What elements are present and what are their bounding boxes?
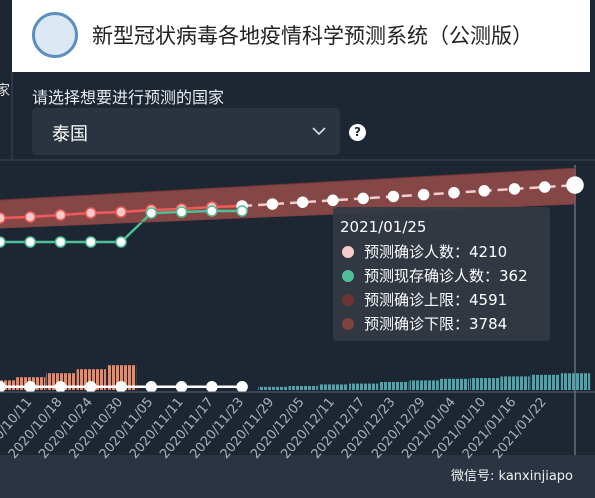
point xyxy=(85,207,97,219)
point xyxy=(387,190,400,203)
point xyxy=(566,176,584,194)
point xyxy=(54,236,67,248)
point xyxy=(175,381,188,393)
bar xyxy=(530,374,560,390)
point xyxy=(236,205,248,217)
side-label: 家 xyxy=(0,83,10,99)
point xyxy=(85,381,97,393)
point xyxy=(327,194,339,207)
point xyxy=(0,381,6,393)
tooltip-dot xyxy=(342,246,354,258)
country-select[interactable]: 泰国 xyxy=(32,108,340,155)
point xyxy=(357,192,369,205)
tooltip-item: 预测确诊上限：4591 xyxy=(364,291,507,309)
tooltip-item: 预测确诊下限：3784 xyxy=(364,315,507,333)
tooltip: 2021/01/25 预测确诊人数：4210 预测现存确诊人数：362 预测确诊上限：… xyxy=(333,207,550,341)
point xyxy=(145,381,158,393)
point xyxy=(54,381,67,393)
point xyxy=(538,181,551,193)
bar xyxy=(0,380,16,390)
bar xyxy=(470,378,500,390)
point xyxy=(417,188,430,201)
point xyxy=(206,381,218,393)
logo xyxy=(32,12,78,58)
bar xyxy=(288,386,318,390)
point xyxy=(266,198,279,210)
bar xyxy=(318,384,349,390)
header-title: 新型冠状病毒各地疫情科学预测系统（公测版） xyxy=(92,24,533,48)
point xyxy=(24,211,37,223)
tooltip-box xyxy=(333,207,550,341)
tooltip-dot xyxy=(342,318,354,330)
bar xyxy=(349,383,379,390)
tooltip-item: 预测确诊人数：4210 xyxy=(364,243,507,261)
selected-country: 泰国 xyxy=(52,124,88,145)
point xyxy=(85,236,97,248)
tooltip-dot xyxy=(342,270,354,282)
point xyxy=(145,207,158,219)
watermark: 微信号: kanxinjiapo xyxy=(451,469,573,484)
confidence-band xyxy=(0,168,575,228)
point xyxy=(115,381,127,393)
band-edge xyxy=(0,167,576,201)
tooltip-dot xyxy=(342,294,354,306)
bar xyxy=(379,382,409,390)
point xyxy=(508,183,521,195)
point xyxy=(236,381,248,393)
point xyxy=(0,212,6,224)
point xyxy=(448,186,460,199)
point xyxy=(206,205,218,217)
chevron xyxy=(312,127,326,136)
point xyxy=(115,236,127,248)
point xyxy=(115,206,127,218)
bar xyxy=(409,380,439,390)
form-label: 请选择想要进行预测的国家 xyxy=(32,88,225,107)
point xyxy=(296,196,309,208)
header: 新型冠状病毒各地疫情科学预测系统（公测版） xyxy=(12,0,590,72)
point xyxy=(24,381,37,393)
point xyxy=(478,185,490,197)
zoom-bar xyxy=(0,455,595,498)
point xyxy=(54,209,67,221)
help-icon[interactable]: ? xyxy=(349,124,366,141)
bar xyxy=(439,378,470,390)
bar xyxy=(76,369,106,390)
bar xyxy=(560,373,591,390)
point xyxy=(24,236,37,248)
tooltip-title: 2021/01/25 xyxy=(340,218,426,236)
bar xyxy=(500,376,530,390)
point xyxy=(175,206,188,218)
point xyxy=(0,236,6,248)
tooltip-item: 预测现存确诊人数：362 xyxy=(364,267,528,285)
bar xyxy=(258,386,288,390)
